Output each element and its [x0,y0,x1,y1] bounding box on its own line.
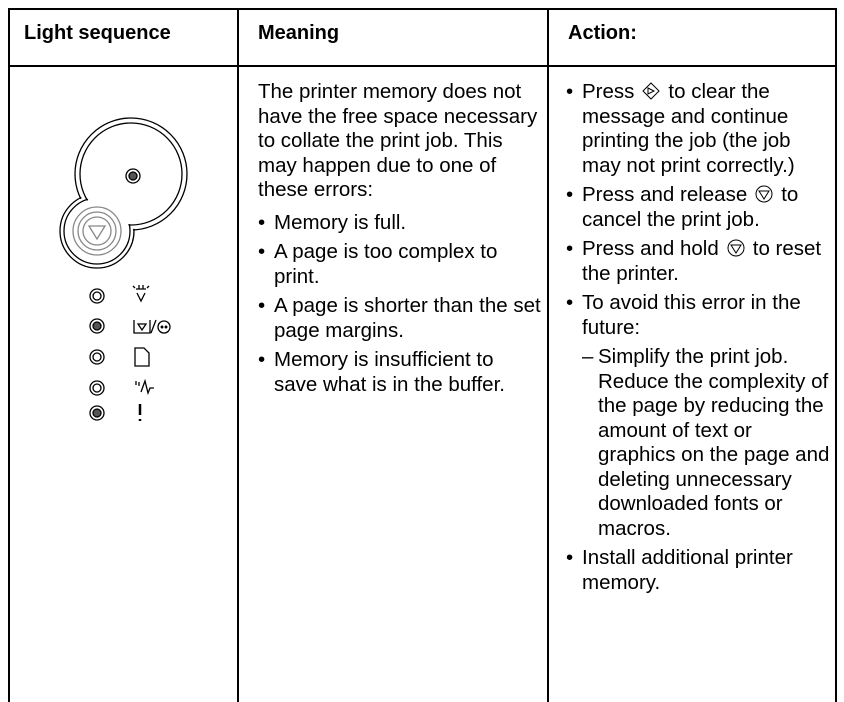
status-lights [90,289,104,420]
table-border [8,65,837,67]
text: To avoid this error in the future: [582,291,801,339]
cancel-button [73,207,121,255]
light-panel [9,67,237,447]
light-icons [133,285,170,421]
text: to reset the printer. [582,237,822,285]
bullet: Install additional printer memory. [566,546,834,595]
bullet: To avoid this error in the future: Simpl… [566,291,834,541]
text: Press and hold [582,237,719,260]
continue-icon [642,82,660,100]
meaning-cell: The printer memory does not have the fre… [258,80,542,402]
header: Light sequence [24,22,171,44]
bullet: Memory is full. [258,211,542,236]
table-border [237,8,239,702]
bullet: A page is too complex to print. [258,240,542,289]
text: to cancel the print job. [582,183,799,231]
text: Press [582,80,635,103]
header: Meaning [258,22,340,44]
sub-item: Simplify the print job. Reduce the compl… [582,345,834,541]
meaning-text: The printer memory does not have the fre… [258,80,538,201]
header: Action: [568,22,637,44]
table-border [8,8,10,702]
top-light [126,169,140,183]
sub-list: Simplify the print job. Reduce the compl… [582,345,834,541]
table-border [547,8,549,702]
text: to clear the message and continue printi… [582,80,795,177]
cancel-icon [727,239,745,257]
table-border [8,8,837,10]
cancel-icon [755,185,773,203]
panel-outline [60,118,187,268]
bullet: A page is shorter than the set page marg… [258,294,542,343]
table-border [835,8,837,702]
text: Press and release [582,183,748,206]
bullet: Memory is insufficient to save what is i… [258,348,542,397]
meaning-list: Memory is full. A page is too complex to… [258,211,542,398]
